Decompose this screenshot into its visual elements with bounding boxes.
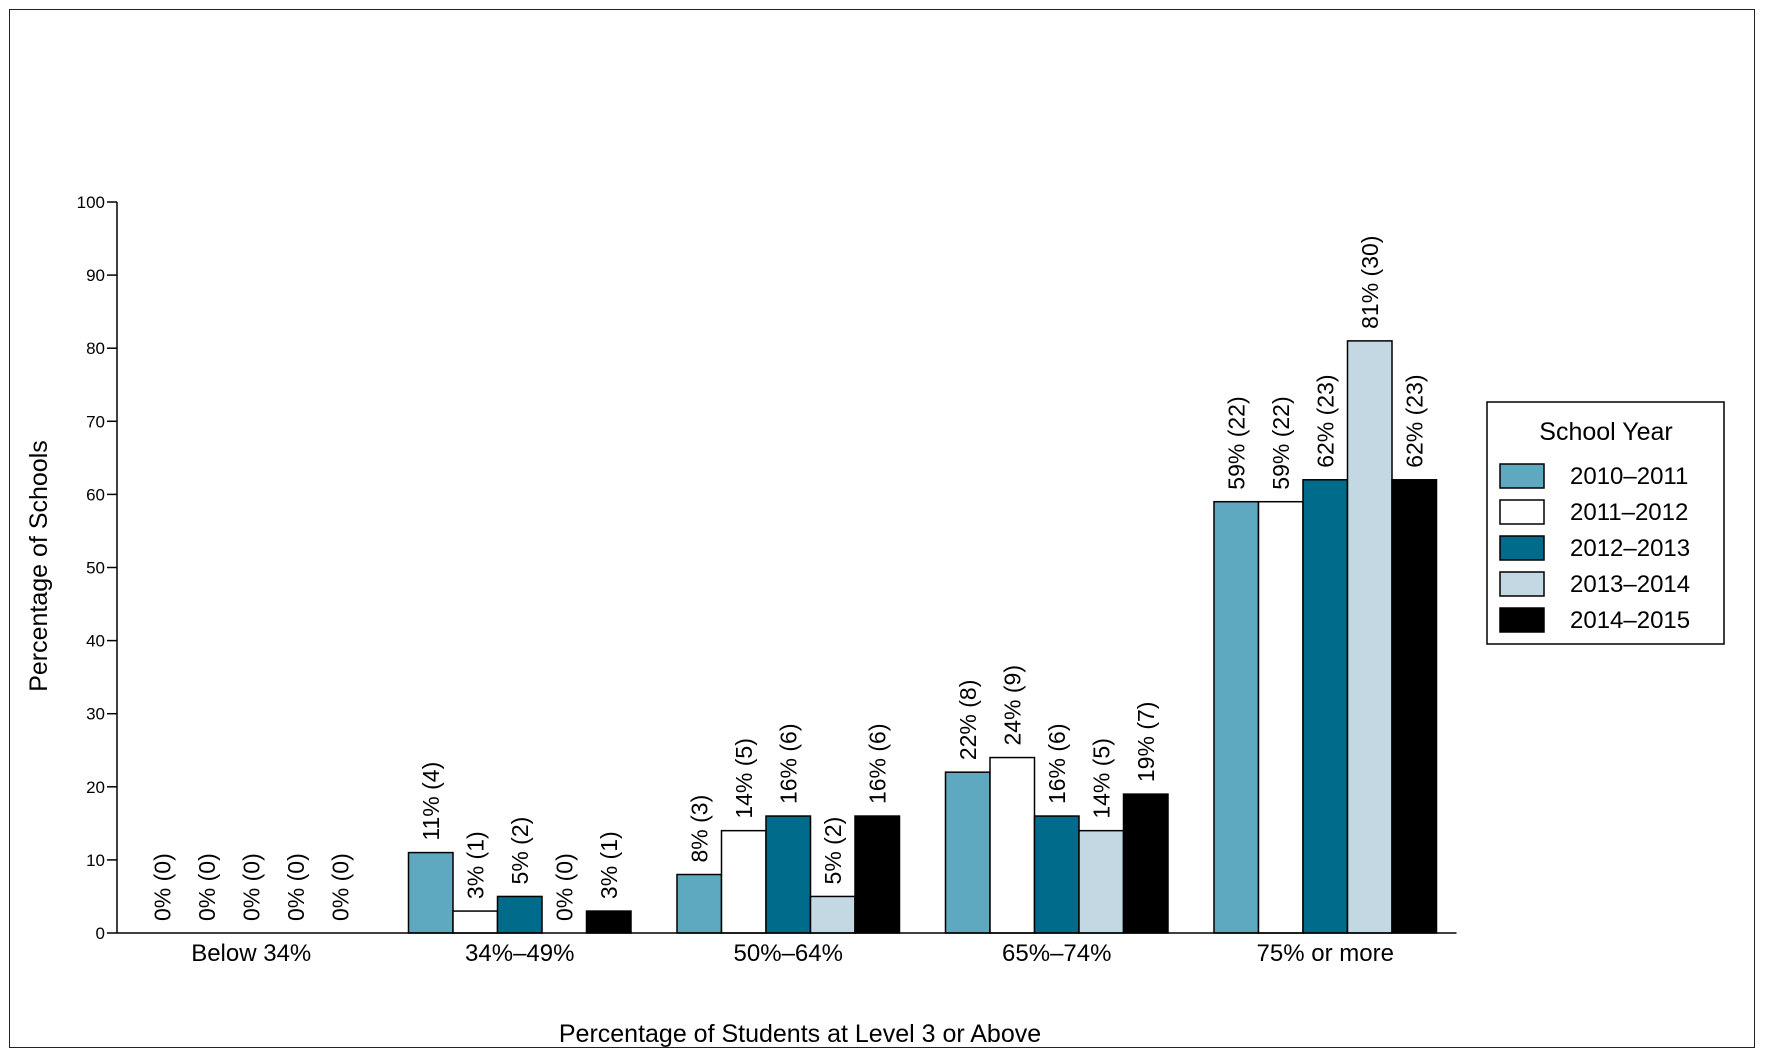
bar (1122, 793, 1169, 934)
bar (407, 851, 454, 934)
x-tick-label: 65%–74% (1002, 940, 1111, 967)
bar-value-label: 16% (6) (775, 723, 801, 804)
bar (1302, 479, 1349, 934)
bar-value-label: 62% (23) (1312, 374, 1338, 467)
bar-value-label: 3% (1) (596, 831, 622, 899)
y-tick-label: 70 (86, 412, 105, 431)
bar-value-label: 11% (4) (418, 762, 444, 841)
legend-label: 2011–2012 (1570, 499, 1688, 526)
legend-label: 2013–2014 (1570, 571, 1690, 598)
legend-label: 2010–2011 (1570, 463, 1688, 490)
legend-swatch (1499, 571, 1545, 597)
bar (1033, 815, 1080, 934)
bar-value-label: 0% (0) (327, 853, 353, 921)
legend-swatch (1499, 499, 1545, 525)
x-axis-title: Percentage of Students at Level 3 or Abo… (559, 1020, 1041, 1048)
bar (944, 771, 991, 934)
bar (1078, 829, 1125, 934)
bar (1213, 500, 1260, 934)
x-tick-label: 50%–64% (734, 940, 843, 967)
bar-value-label: 14% (5) (1088, 738, 1114, 819)
bar-value-label: 19% (7) (1133, 702, 1159, 783)
y-tick-label: 20 (86, 778, 105, 797)
legend-label: 2014–2015 (1570, 607, 1690, 634)
y-tick-label: 50 (86, 559, 105, 578)
y-axis-title: Percentage of Schools (25, 440, 53, 692)
bar-value-label: 0% (0) (194, 853, 220, 921)
y-tick-label: 10 (86, 851, 105, 870)
bar (1257, 500, 1304, 934)
bar-value-label: 62% (23) (1401, 374, 1427, 467)
bar-value-label: 0% (0) (238, 853, 264, 921)
bar-labels: 0% (0) 0% (0) 0% (0) 0% (0) 0% (0) 11% (4) 3% … (149, 236, 1427, 921)
legend-swatch (1499, 535, 1545, 561)
bar-value-label: 5% (2) (507, 817, 533, 885)
x-tick-label: 75% or more (1257, 940, 1394, 967)
bar-value-label: 59% (22) (1223, 396, 1249, 489)
y-tick-label: 0 (96, 924, 105, 943)
legend: School Year 2010–2011 2011–2012 2012–2013 2… (1486, 401, 1725, 645)
legend-swatch (1499, 607, 1545, 633)
y-tick-label: 90 (86, 266, 105, 285)
bar (676, 873, 723, 934)
x-tick-label: Below 34% (191, 940, 311, 967)
bar (765, 815, 812, 934)
bar-value-label: 3% (1) (462, 831, 488, 899)
bar (496, 895, 543, 934)
bar (809, 895, 856, 934)
x-tick-label: 34%–49% (465, 940, 574, 967)
bar-value-label: 22% (8) (955, 680, 981, 761)
bar-value-label: 24% (9) (999, 665, 1025, 746)
bar-value-label: 81% (30) (1357, 236, 1383, 329)
y-axis: 0 10 20 30 40 50 60 70 80 90 100 (77, 193, 118, 943)
legend-label: 2012–2013 (1570, 535, 1690, 562)
bar-value-label: 59% (22) (1268, 396, 1294, 489)
y-tick-label: 80 (86, 339, 105, 358)
bar (989, 756, 1036, 934)
bar-value-label: 8% (3) (686, 795, 712, 863)
bar-value-label: 0% (0) (551, 853, 577, 921)
bar-value-label: 16% (6) (864, 723, 890, 804)
bar (720, 829, 767, 934)
bar-value-label: 16% (6) (1044, 723, 1070, 804)
bar-value-label: 0% (0) (283, 853, 309, 921)
bar (585, 910, 632, 934)
bar-value-label: 0% (0) (149, 853, 175, 921)
bar-value-label: 14% (5) (731, 738, 757, 819)
y-tick-label: 100 (77, 193, 105, 212)
bar-value-label: 5% (2) (820, 817, 846, 885)
y-tick-label: 40 (86, 632, 105, 651)
y-tick-label: 30 (86, 705, 105, 724)
x-axis: Below 34% 34%–49% 50%–64% 65%–74% 75% or mor… (117, 932, 1457, 967)
bar (452, 910, 499, 934)
bar (1346, 340, 1393, 934)
y-tick-label: 60 (86, 485, 105, 504)
bar (1391, 479, 1438, 934)
legend-swatch (1499, 463, 1545, 489)
bar (854, 815, 901, 934)
legend-title: School Year (1539, 418, 1672, 446)
bars (407, 340, 1438, 934)
